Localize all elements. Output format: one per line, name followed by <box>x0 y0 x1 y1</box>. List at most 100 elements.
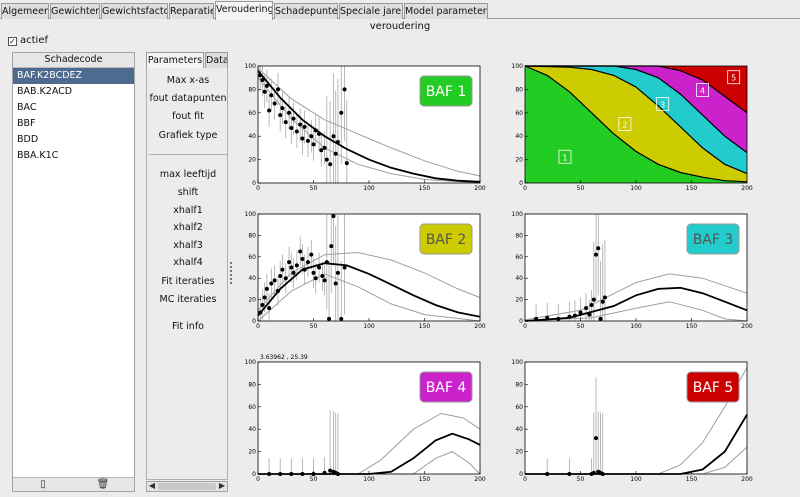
tab-algemeen[interactable]: Algemeen <box>1 3 49 19</box>
x-tick-label: 50 <box>577 185 585 192</box>
area-region-1 <box>525 66 747 183</box>
splitter-grip[interactable] <box>230 262 233 288</box>
scroll-right-icon[interactable]: ▶ <box>218 481 226 490</box>
param-xhalf2[interactable]: xhalf2 <box>173 222 203 233</box>
data-point <box>333 151 338 156</box>
tab-speciale-jaren[interactable]: Speciale jaren <box>339 3 403 19</box>
badge-label: BAF 5 <box>693 380 734 396</box>
charts-area: 0 50 100 150 200 0 20 40 60 80 100 BAF 1 1 2 3 4 5 0 50 10… <box>233 52 800 492</box>
actief-checkbox[interactable]: ✓ actief <box>8 35 48 47</box>
schadecode-item[interactable]: BDD <box>17 134 39 145</box>
data-point <box>298 122 303 127</box>
new-file-icon[interactable]: ▯ <box>40 479 46 490</box>
tab-parameters[interactable]: Parameters <box>146 52 204 68</box>
data-point <box>305 138 310 143</box>
x-tick-label: 50 <box>310 476 318 483</box>
region-label-box <box>656 97 670 112</box>
x-tick-label: 0 <box>523 185 527 192</box>
data-point <box>324 157 329 162</box>
data-point <box>344 161 349 166</box>
param-fit-iteraties[interactable]: Fit iteraties <box>161 276 215 287</box>
data-point <box>589 302 594 307</box>
data-point <box>278 113 283 118</box>
tab-reparatie[interactable]: Reparatie <box>169 3 214 19</box>
data-point <box>320 274 325 279</box>
tab-gewichten[interactable]: Gewichten <box>50 3 100 19</box>
y-tick-label: 0 <box>519 318 523 325</box>
y-tick-label: 100 <box>512 63 524 70</box>
data-point <box>278 274 283 279</box>
schadecode-item[interactable]: BAC <box>17 102 37 113</box>
tab-model-parameters[interactable]: Model parameters <box>404 3 488 19</box>
tab-schadepunten[interactable]: Schadepunten <box>274 3 338 19</box>
x-tick-label: 200 <box>474 185 486 192</box>
data-point <box>342 87 347 92</box>
data-point <box>300 136 305 141</box>
fit-line <box>257 262 481 318</box>
data-point <box>305 260 310 265</box>
data-point <box>309 252 314 257</box>
data-point <box>313 128 318 133</box>
schadecode-item[interactable]: BBF <box>17 118 36 129</box>
param-fout-fit[interactable]: fout fit <box>172 111 204 122</box>
tab-gewichtsfactor[interactable]: Gewichtsfactor <box>101 3 168 19</box>
x-tick-label: 50 <box>310 185 318 192</box>
schadecode-item[interactable]: BBA.K1C <box>17 150 59 161</box>
param-fout-datapunten[interactable]: fout datapunten <box>149 93 227 104</box>
data-point <box>587 312 592 317</box>
data-point <box>545 315 550 320</box>
schadecode-item[interactable]: BAB.K2ACD <box>17 86 73 97</box>
y-tick-label: 80 <box>515 232 523 239</box>
x-tick-label: 0 <box>523 476 527 483</box>
data-point <box>333 281 338 286</box>
param-fit-info[interactable]: Fit info <box>172 321 204 332</box>
checkbox-label: actief <box>20 35 48 46</box>
param-xhalf1[interactable]: xhalf1 <box>173 205 203 216</box>
y-tick-label: 80 <box>515 86 523 93</box>
data-point <box>556 316 561 321</box>
param-grafiek-type[interactable]: Grafiek type <box>158 130 218 141</box>
y-tick-label: 60 <box>515 110 523 117</box>
schadecode-panel: Schadecode BAF.K2BCDEZ BAB.K2ACD BAC BBF… <box>12 52 135 492</box>
data-point <box>534 316 539 321</box>
y-tick-label: 0 <box>519 471 523 478</box>
area-region-2 <box>525 66 747 182</box>
param-xhalf3[interactable]: xhalf3 <box>173 240 203 251</box>
param-mc-iteraties[interactable]: MC iteraties <box>159 294 217 305</box>
param-max-leeftijd[interactable]: max leeftijd <box>159 169 217 180</box>
data-point <box>294 129 299 134</box>
x-tick-label: 100 <box>630 323 642 330</box>
boundary-line-1 <box>524 65 748 183</box>
checkbox-box[interactable]: ✓ <box>8 37 17 46</box>
x-tick-label: 150 <box>419 185 431 192</box>
param-shift[interactable]: shift <box>177 187 199 198</box>
scroll-thumb[interactable] <box>158 483 216 490</box>
y-tick-label: 80 <box>248 381 256 388</box>
data-point <box>264 83 269 88</box>
data-point <box>600 299 605 304</box>
y-tick-label: 0 <box>519 180 523 187</box>
data-point <box>264 286 269 291</box>
tab-data[interactable]: Data <box>205 52 228 68</box>
schadecode-item[interactable]: BAF.K2BCDEZ <box>13 68 134 84</box>
band-lower-line <box>257 273 481 322</box>
region-label-box <box>618 117 632 131</box>
data-point <box>335 270 340 275</box>
scroll-left-icon[interactable]: ◀ <box>148 481 156 490</box>
param-max-x-as[interactable]: Max x-as <box>166 75 210 86</box>
params-scrollbar[interactable]: ◀ ▶ <box>146 481 228 492</box>
data-point <box>258 310 263 315</box>
x-tick-label: 50 <box>310 323 318 330</box>
data-point <box>594 252 599 257</box>
trash-icon[interactable]: 🗑 <box>96 479 110 490</box>
y-tick-label: 60 <box>248 110 256 117</box>
coordinate-readout: 3.63962 , 25.39 <box>260 354 308 361</box>
x-tick-label: 100 <box>630 476 642 483</box>
y-tick-label: 60 <box>515 404 523 411</box>
badge-label: BAF 1 <box>426 84 467 100</box>
y-tick-label: 60 <box>248 254 256 261</box>
param-xhalf4[interactable]: xhalf4 <box>173 257 203 268</box>
region-label-box <box>558 149 572 164</box>
y-tick-label: 20 <box>515 157 523 164</box>
tab-veroudering[interactable]: Veroudering <box>215 1 273 20</box>
